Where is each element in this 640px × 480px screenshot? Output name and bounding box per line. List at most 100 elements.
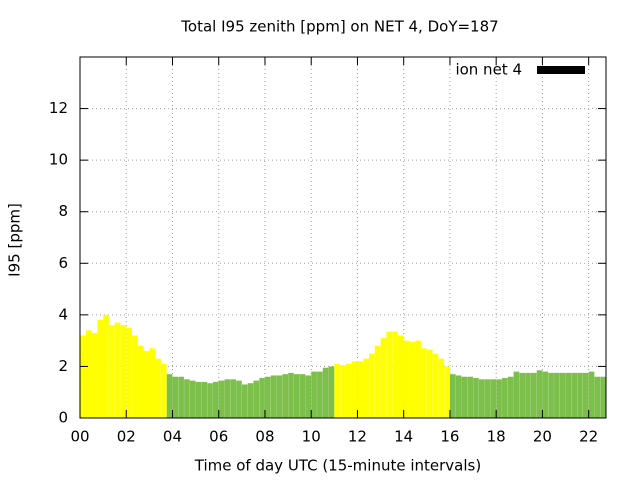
bar [166,374,173,418]
bar [478,379,485,418]
bar [293,374,300,418]
bar [369,353,375,418]
x-tick-label: 12 [348,428,367,446]
bar [455,375,462,418]
bar [374,345,381,418]
bar [525,372,531,418]
bar [114,322,121,418]
x-tick-label: 04 [163,428,182,446]
x-tick-label: 16 [440,428,459,446]
chart-title: Total I95 zenith [ppm] on NET 4, DoY=187 [180,18,498,36]
y-tick-label: 4 [58,305,68,323]
bar [426,349,433,418]
bar [328,366,335,418]
bar [322,367,329,418]
x-tick-label: 18 [487,428,506,446]
bar [397,335,404,418]
bar [600,376,606,418]
bar [334,363,341,418]
y-tick-label: 12 [49,99,68,117]
bar [161,363,167,418]
bar [357,361,364,418]
bar [218,380,225,418]
bar [143,350,150,418]
bar [201,381,208,418]
bar [126,327,132,418]
bar [432,353,439,418]
x-tick-label: 02 [117,428,136,446]
bar [305,375,312,418]
bar [548,372,554,418]
bar [536,370,543,418]
bar [351,361,358,418]
bar [108,325,115,418]
bar [415,340,421,418]
bar [178,376,184,418]
x-tick-label: 10 [302,428,321,446]
bar [270,375,277,418]
bar [213,381,219,418]
bar [184,379,190,418]
bar [311,371,317,418]
bar [363,358,369,418]
bar [276,375,283,418]
bar [103,314,109,418]
bar [473,378,479,418]
bar [403,340,410,418]
bar [189,380,196,418]
x-tick-label: 06 [209,428,228,446]
bar [247,383,254,418]
bar [386,331,393,418]
bar [345,363,352,418]
x-tick-label: 22 [579,428,598,446]
legend-key [537,66,585,74]
bar [502,378,508,418]
x-tick-label: 08 [255,428,274,446]
bar [207,383,213,418]
x-tick-label: 14 [394,428,413,446]
bar [224,379,231,418]
bar [484,379,491,418]
bar [120,325,127,418]
bar [97,320,104,418]
bar [519,372,525,418]
bar [282,374,289,418]
bar [542,371,549,418]
bar [259,378,265,418]
bar [496,379,502,418]
bar [137,345,144,418]
bar [409,341,416,418]
bar [317,371,323,418]
bar [467,376,473,418]
plot-frame [79,56,607,419]
bar [450,374,456,418]
bar [507,376,514,418]
x-tick-label: 00 [70,428,89,446]
bar [132,335,138,418]
bar [554,372,560,418]
bar [438,358,445,418]
bar [582,372,589,418]
bar [490,379,497,418]
bar [461,376,468,418]
bar [380,338,387,418]
x-tick-label: 20 [533,428,552,446]
bar [230,379,236,418]
bar [340,365,346,418]
bar [299,374,306,418]
bar [155,358,161,418]
bar [513,371,520,418]
bar [288,372,294,418]
bar [85,330,92,418]
bar [265,376,271,418]
bar [80,335,86,418]
y-axis-label: I95 [ppm] [6,203,24,277]
bar [571,372,578,418]
bar [149,348,156,418]
bar [588,371,595,418]
x-axis-label: Time of day UTC (15-minute intervals) [194,457,481,475]
bar [253,380,260,418]
bar [559,372,566,418]
bar [91,332,98,418]
